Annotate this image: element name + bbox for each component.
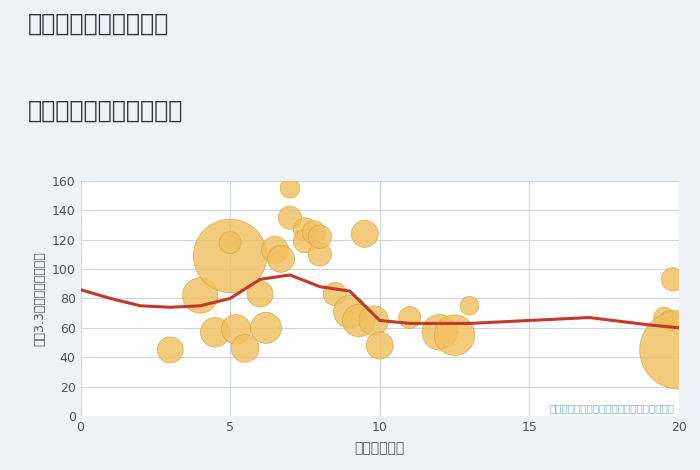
Point xyxy=(368,317,379,324)
Point xyxy=(239,345,251,352)
Text: 円の大きさは、取引のあった物件面積を示す: 円の大きさは、取引のあった物件面積を示す xyxy=(550,403,675,413)
Text: 駅距離別中古戸建て価格: 駅距離別中古戸建て価格 xyxy=(28,99,183,123)
Point xyxy=(284,214,295,221)
Point xyxy=(404,314,415,321)
Point xyxy=(673,346,685,353)
Point xyxy=(284,185,295,192)
Point xyxy=(260,324,272,332)
Text: 奈良県奈良市佐保台の: 奈良県奈良市佐保台の xyxy=(28,12,169,36)
Point xyxy=(434,329,445,336)
Point xyxy=(209,329,220,336)
Y-axis label: 坪（3.3㎡）単価（万円）: 坪（3.3㎡）単価（万円） xyxy=(33,251,46,346)
Point xyxy=(275,255,286,263)
Point xyxy=(255,290,266,298)
Point xyxy=(659,314,670,321)
Point xyxy=(359,230,370,237)
Point xyxy=(354,317,365,324)
X-axis label: 駅距離（分）: 駅距離（分） xyxy=(355,441,405,455)
Point xyxy=(314,251,326,258)
Point xyxy=(449,331,460,339)
Point xyxy=(225,252,236,259)
Point xyxy=(667,275,678,283)
Point xyxy=(270,246,281,254)
Point xyxy=(308,228,319,236)
Point xyxy=(329,290,340,298)
Point xyxy=(314,233,326,241)
Point xyxy=(195,292,206,299)
Point xyxy=(664,317,676,324)
Point xyxy=(225,239,236,246)
Point xyxy=(344,308,356,315)
Point xyxy=(300,237,311,245)
Point xyxy=(374,342,385,349)
Point xyxy=(300,226,311,233)
Point xyxy=(164,346,176,353)
Point xyxy=(230,326,241,333)
Point xyxy=(464,302,475,310)
